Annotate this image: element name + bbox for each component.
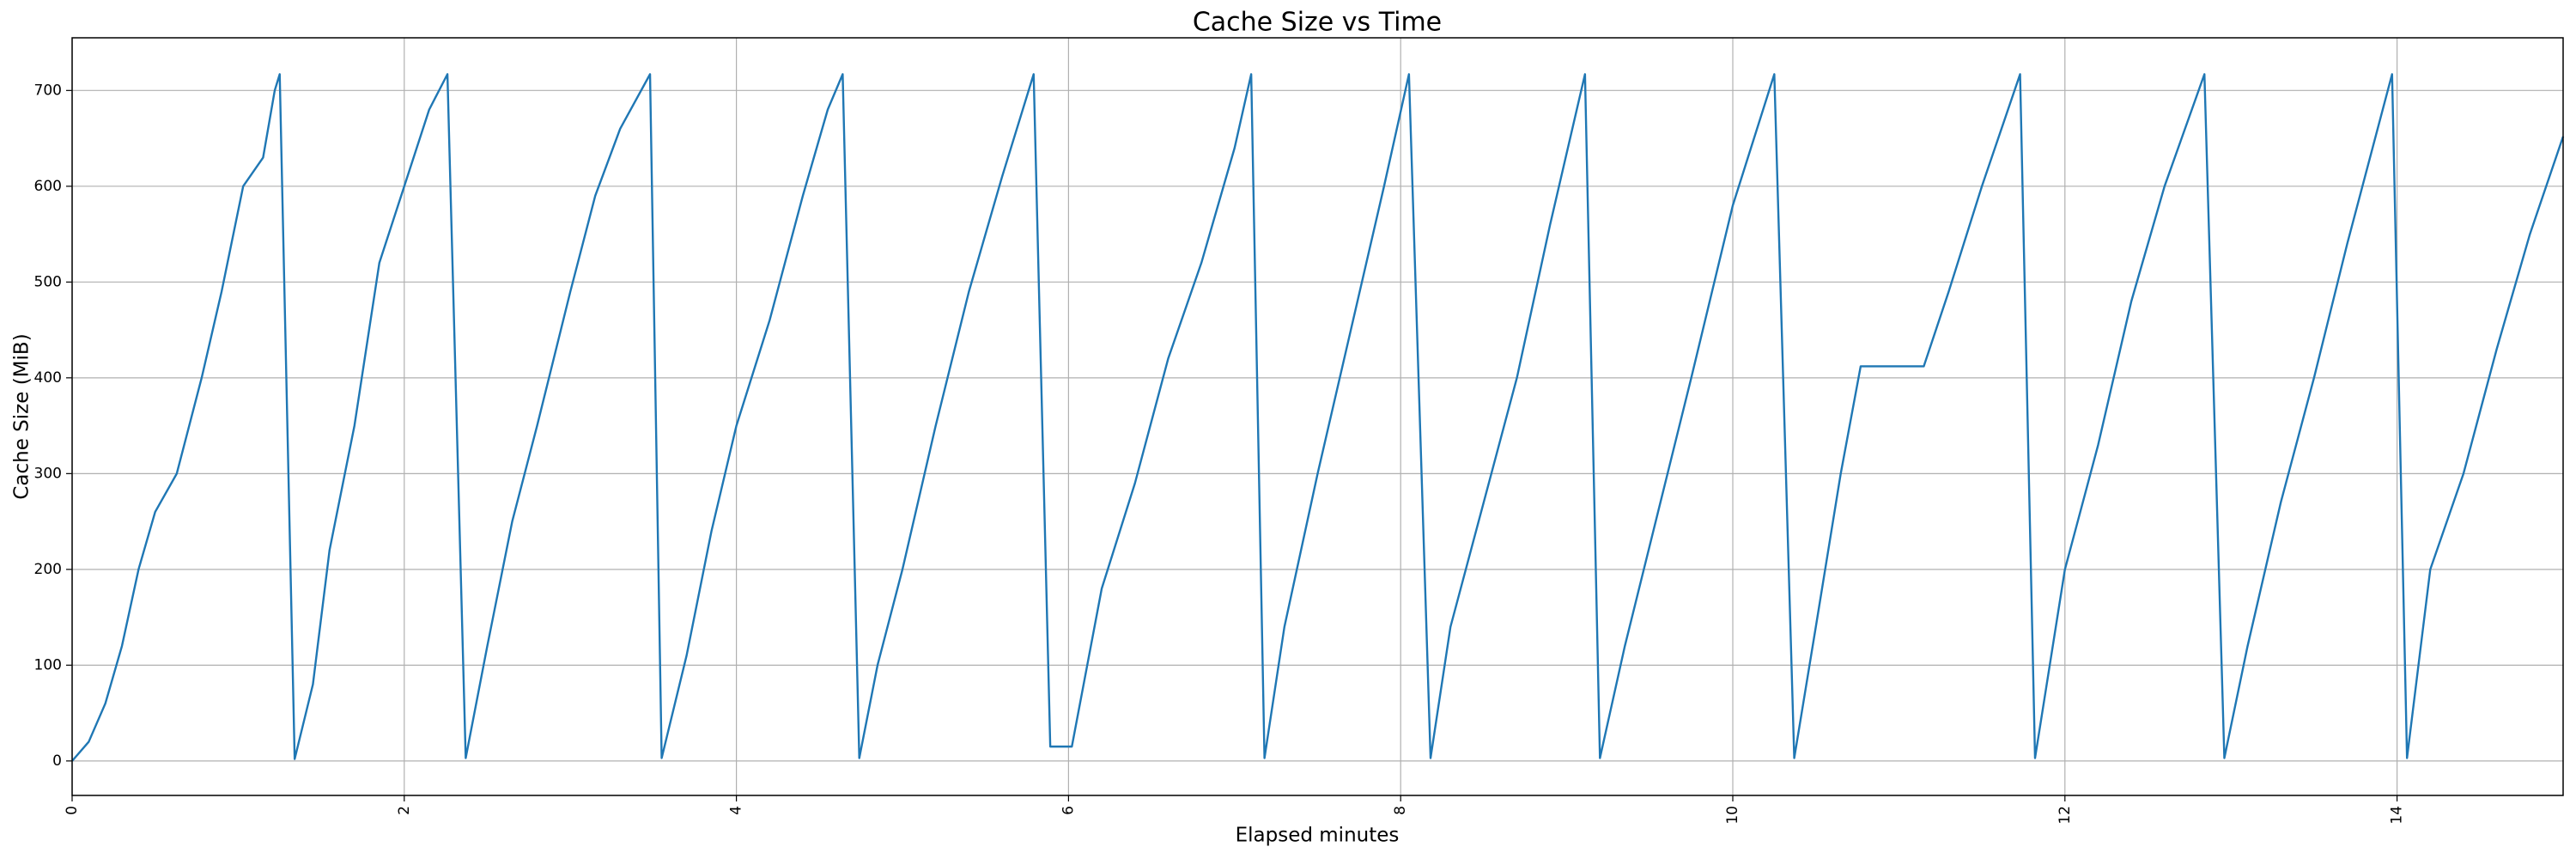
y-tick-label: 500 (34, 273, 62, 290)
x-tick-label: 6 (1060, 806, 1077, 815)
x-axis-label: Elapsed minutes (1236, 825, 1400, 847)
y-tick-label: 300 (34, 465, 62, 482)
x-tick-label: 14 (2389, 806, 2406, 825)
chart-title: Cache Size vs Time (1193, 8, 1442, 38)
x-tick-label: 8 (1392, 806, 1409, 815)
x-tick-label: 12 (2057, 806, 2074, 825)
x-tick-label: 2 (396, 806, 413, 815)
y-tick-label: 100 (34, 656, 62, 673)
x-tick-label: 4 (728, 806, 745, 815)
y-tick-label: 0 (52, 752, 62, 770)
y-tick-label: 600 (34, 178, 62, 195)
data-line (71, 73, 2565, 762)
plot-frame (71, 37, 2564, 796)
y-tick-label: 400 (34, 369, 62, 387)
x-tick-label: 0 (64, 806, 81, 815)
y-tick-label: 200 (34, 561, 62, 578)
y-axis-label: Cache Size (MiB) (11, 333, 33, 499)
x-tick-label: 10 (1724, 806, 1741, 825)
y-tick-label: 700 (34, 82, 62, 99)
